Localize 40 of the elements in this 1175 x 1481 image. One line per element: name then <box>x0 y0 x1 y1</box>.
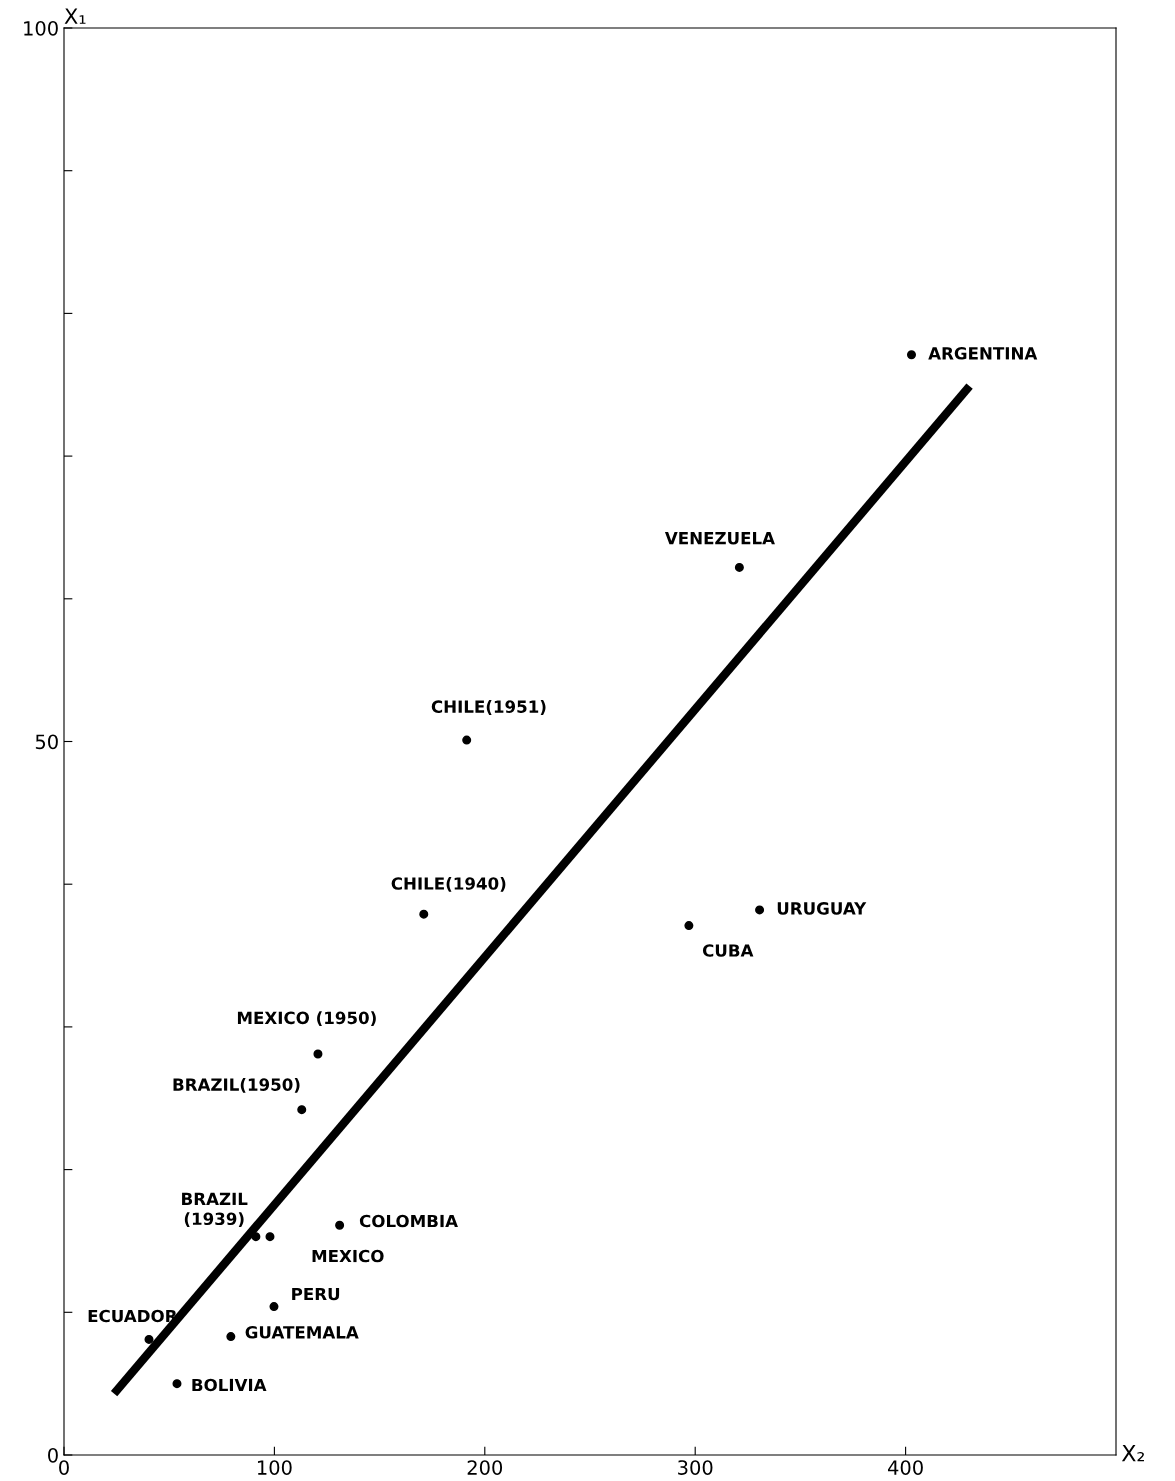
point <box>419 909 429 919</box>
point <box>172 1379 182 1389</box>
y-axis-title: X₁ <box>64 8 86 24</box>
annotation: BRAZIL (1939) <box>182 1192 248 1228</box>
point <box>313 1049 323 1059</box>
annotation: URUGUAY <box>777 902 867 915</box>
point <box>462 735 472 745</box>
annotation: CUBA <box>702 944 754 957</box>
y-tick-label: 50 <box>35 734 58 750</box>
annotation: MEXICO (1950) <box>237 1011 376 1027</box>
annotation: ARGENTINA <box>928 347 1038 360</box>
point <box>297 1105 307 1115</box>
annotation: BRAZIL(1950) <box>173 1078 300 1093</box>
annotation: BOLIVIA <box>192 1378 267 1392</box>
y-tick-label: 0 <box>48 1447 58 1463</box>
annotation: VENEZUELA <box>664 532 775 545</box>
y-tick-label: 100 <box>24 20 58 36</box>
x-tick-label: 400 <box>887 1460 923 1475</box>
annotation: PERU <box>292 1287 340 1301</box>
annotation: ECUADOR <box>88 1309 178 1323</box>
point <box>251 1232 261 1242</box>
x-tick-label: 0 <box>59 1460 69 1475</box>
point <box>144 1334 154 1344</box>
point <box>335 1220 345 1230</box>
point <box>684 921 694 931</box>
annotation: GUATEMALA <box>245 1326 359 1339</box>
x-axis-title: X₂ <box>1121 1444 1144 1462</box>
annotation: CHILE(1940) <box>391 876 506 892</box>
point <box>265 1232 275 1242</box>
x-tick-label: 100 <box>257 1460 292 1475</box>
x-tick-label: 300 <box>678 1460 713 1475</box>
point <box>755 905 765 915</box>
point <box>269 1302 279 1312</box>
annotation: CHILE(1951) <box>431 700 546 715</box>
x-tick-label: 200 <box>467 1460 503 1475</box>
annotation: MEXICO <box>312 1249 384 1263</box>
annotation: COLOMBIA <box>359 1214 458 1228</box>
point <box>226 1332 236 1342</box>
point <box>906 350 916 360</box>
point <box>734 562 744 572</box>
